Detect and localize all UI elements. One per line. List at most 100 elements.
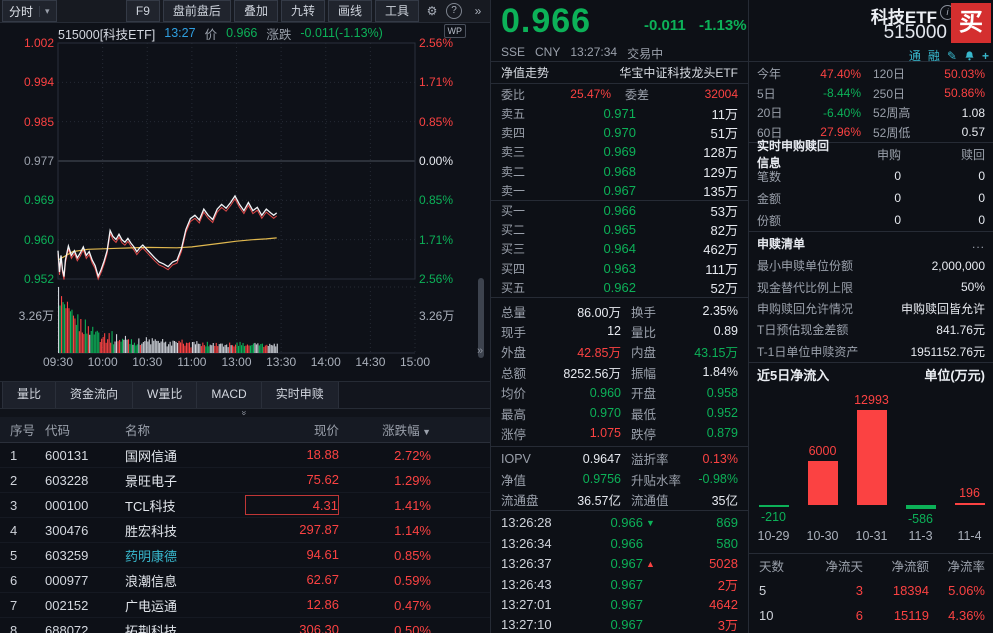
y-axis-pct-label: 1.71% — [419, 75, 454, 90]
trade-row: 13:26:34 0.966 580 — [491, 533, 748, 553]
tab-button[interactable]: 实时申赎 — [261, 382, 339, 408]
watchlist-name: 景旺电子 — [125, 473, 178, 489]
trade-volume: 2万 — [717, 577, 738, 593]
net-inflow-value-label: -586 — [907, 512, 934, 527]
stat-row: 均价 0.960 开盘 0.958 — [491, 382, 748, 402]
chevron-down-icon[interactable]: ▾ — [39, 5, 50, 17]
inflow-amount: 15119 — [893, 607, 929, 623]
toolbar-button[interactable]: 工具 — [374, 0, 419, 22]
quote-time: 13:27:34 — [570, 45, 618, 59]
ask-level-label: 卖一 — [501, 183, 526, 198]
toolbar-button[interactable]: 九转 — [280, 0, 325, 22]
toolbar-button[interactable]: 叠加 — [233, 0, 278, 22]
ask-level[interactable]: 卖五 0.971 11万 — [491, 104, 748, 123]
bid-level[interactable]: 买一 0.966 53万 — [491, 201, 748, 220]
stat-value: 0.952 — [706, 406, 738, 421]
watchlist-row[interactable]: 7 002152 广电运通 12.86 0.47% — [0, 593, 490, 618]
stat-value: 1.84% — [702, 365, 738, 380]
tab-button[interactable]: W量比 — [133, 382, 198, 408]
add-icon[interactable]: + — [981, 48, 989, 63]
bid-level[interactable]: 买三 0.964 462万 — [491, 239, 748, 258]
settings-gear-icon[interactable]: ⚙ — [426, 4, 438, 18]
bid-level[interactable]: 买四 0.963 111万 — [491, 259, 748, 278]
stat-label: 换手 — [631, 305, 657, 320]
collapse-strip[interactable]: » — [0, 409, 490, 417]
ask-level[interactable]: 卖一 0.967 135万 — [491, 181, 748, 200]
performance-value: -8.44% — [822, 86, 861, 101]
expand-panel-icon[interactable]: » — [477, 345, 484, 357]
chart-mode-button[interactable]: 分时 ▾ — [2, 0, 57, 22]
intraday-chart-panel: 515000[科技ETF] 13:27 价 0.966 涨跌 -0.011(-1… — [0, 23, 490, 381]
watchlist-row[interactable]: 5 603259 药明康德 94.61 0.85% — [0, 543, 490, 568]
toolbar-button[interactable]: 画线 — [327, 0, 372, 22]
collapse-panel-icon[interactable]: » — [239, 410, 250, 416]
watchlist-column-header: 代码 — [45, 424, 71, 438]
tab-button[interactable]: 量比 — [2, 382, 57, 408]
tab-button[interactable]: 资金流向 — [56, 382, 134, 408]
stat-value: 0.89 — [713, 324, 738, 339]
weicha-value: 32004 — [704, 87, 738, 101]
redemption-list-row: T日预估现金差额 841.76元 — [749, 319, 993, 340]
bid-level-volume: 111万 — [705, 261, 738, 277]
stat-value: 2.35% — [702, 304, 738, 319]
inflow-days: 5 — [759, 582, 767, 598]
watchlist-row[interactable]: 6 000977 浪潮信息 62.67 0.59% — [0, 568, 490, 593]
net-inflow-date-label: 11-4 — [957, 528, 982, 543]
watchlist-rank: 1 — [10, 447, 18, 463]
inflow-rate: 5.06% — [948, 582, 985, 598]
tab-button[interactable]: MACD — [197, 382, 262, 408]
toolbar-button[interactable]: F9 — [125, 0, 160, 22]
buy-button[interactable]: 买 — [951, 3, 991, 43]
market-status: 交易中 — [627, 47, 664, 61]
stat-label: 最低 — [631, 407, 657, 422]
bell-icon[interactable] — [964, 50, 975, 62]
watchlist-row[interactable]: 2 603228 景旺电子 75.62 1.29% — [0, 468, 490, 493]
bid-level-price: 0.963 — [603, 260, 636, 276]
toolbar-button[interactable]: 盘前盘后 — [162, 0, 231, 22]
sort-desc-icon[interactable]: ▼ — [419, 427, 431, 437]
stat-row: 现手 12 量比 0.89 — [491, 321, 748, 341]
bid-level-price: 0.965 — [603, 222, 636, 238]
trade-row: 13:26:37 0.967 ▲ 5028 — [491, 554, 748, 574]
watchlist-change: 0.85% — [394, 547, 431, 563]
stat-value: 0.879 — [706, 426, 738, 441]
net-inflow-table-row: 5 3 18394 5.06% — [749, 578, 993, 603]
x-axis-tick-label: 15:00 — [399, 355, 431, 369]
x-axis-tick-label: 10:30 — [132, 355, 163, 369]
subscribe-row: 笔数 0 0 — [749, 165, 993, 187]
net-inflow-column-header: 净流额 — [891, 560, 929, 575]
trade-volume: 4642 — [709, 597, 738, 613]
bid-level[interactable]: 买二 0.965 82万 — [491, 220, 748, 239]
net-inflow-bar-chart: -210 10-29 6000 10-30 12993 10-31 -586 11-3 196 1… — [749, 387, 993, 553]
volume-axis-label: 3.26万 — [419, 309, 455, 323]
more-button[interactable]: ... — [971, 236, 985, 251]
net-inflow-table-header: 天数 净流天 净流额 净流率 — [749, 554, 993, 578]
subscribe-value: 0 — [894, 213, 901, 227]
volume-axis-label: 3.26万 — [18, 309, 54, 323]
watchlist-row[interactable]: 4 300476 胜宏科技 297.87 1.14% — [0, 518, 490, 543]
y-axis-pct-label: 2.56% — [419, 271, 454, 286]
subscribe-col1: 申购 — [876, 147, 901, 162]
watchlist-row[interactable]: 1 600131 国网信通 18.88 2.72% — [0, 443, 490, 468]
bid-level[interactable]: 买五 0.962 52万 — [491, 278, 748, 297]
stat-row: IOPV 0.9647 溢折率 0.13% — [491, 449, 748, 469]
wp-badge-icon[interactable]: WP — [443, 24, 466, 38]
watchlist-row[interactable]: 8 688072 拓荆科技 306.30 0.50% — [0, 618, 490, 633]
watchlist-column-header[interactable]: 涨跌幅 ▼ — [382, 424, 431, 438]
nav-trend-row[interactable]: 净值走势 华宝中证科技龙头ETF — [491, 62, 748, 83]
trade-price: 0.967 — [610, 556, 643, 572]
subscribe-row-label: 金额 — [757, 191, 782, 206]
watchlist-row[interactable]: 3 000100 TCL科技 4.31 1.41% — [0, 493, 490, 518]
chart-symbol-label: 515000[科技ETF] — [58, 27, 156, 42]
stat-value: 12 — [607, 324, 621, 339]
ask-level[interactable]: 卖三 0.969 128万 — [491, 142, 748, 161]
more-tools-icon[interactable]: » — [474, 4, 482, 18]
help-icon[interactable]: ? — [446, 3, 462, 19]
trade-row: 13:27:10 0.967 3万 — [491, 615, 748, 633]
y-axis-pct-label: 2.56% — [419, 36, 454, 50]
edit-icon[interactable]: ✎ — [946, 48, 957, 63]
ask-level[interactable]: 卖二 0.968 129万 — [491, 162, 748, 181]
net-inflow-value-label: 196 — [959, 485, 980, 500]
panel-divider-handle[interactable] — [478, 278, 484, 358]
ask-level[interactable]: 卖四 0.970 51万 — [491, 123, 748, 142]
